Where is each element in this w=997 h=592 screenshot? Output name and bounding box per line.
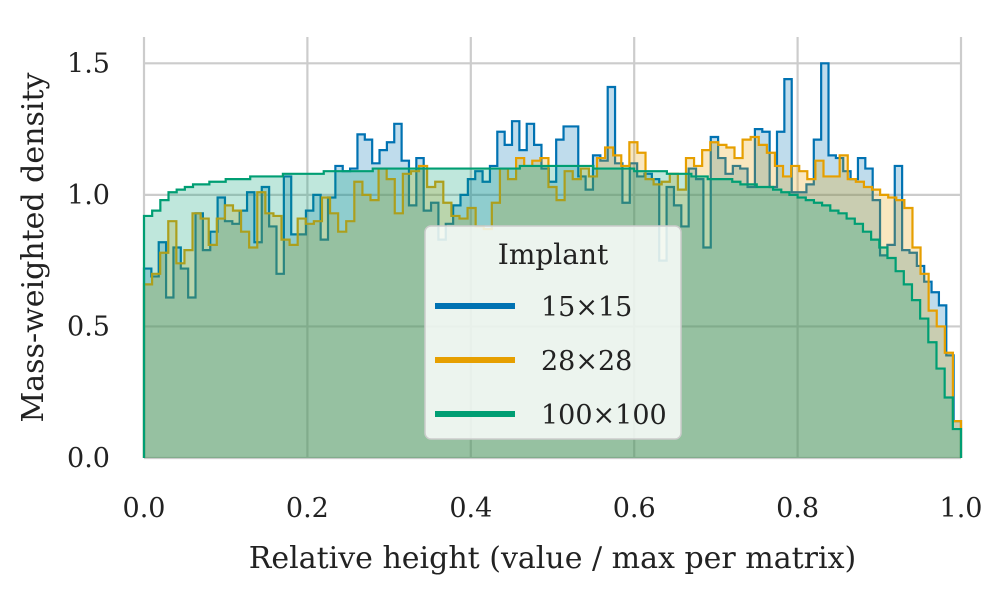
y-tick-label: 0.5 [67,311,110,342]
y-tick-label: 1.5 [67,48,110,79]
x-tick-label: 0.2 [286,493,329,524]
legend-label-100x100: 100×100 [541,400,667,431]
legend-title: Implant [498,238,609,271]
x-tick-label: 0.0 [123,493,166,524]
legend-box [424,225,682,440]
axes: 0.0 0.2 0.4 0.6 0.8 1.0 0.0 0.5 1.0 1.5 [67,48,982,524]
legend-label-28x28: 28×28 [541,346,632,377]
x-axis-label: Relative height (value / max per matrix) [249,541,856,576]
y-axis-label: Mass-weighted density [16,73,51,423]
y-tick-label: 1.0 [67,180,110,211]
histogram-outline [142,164,963,458]
x-tick-label: 1.0 [940,493,983,524]
y-tick-label: 0.0 [67,443,110,474]
x-tick-label: 0.8 [776,493,819,524]
legend: Implant 15×15 28×28 100×100 [424,225,682,440]
histogram-outline [142,135,963,458]
x-tick-label: 0.4 [449,493,492,524]
legend-label-15x15: 15×15 [541,292,632,323]
x-tick-label: 0.6 [613,493,656,524]
